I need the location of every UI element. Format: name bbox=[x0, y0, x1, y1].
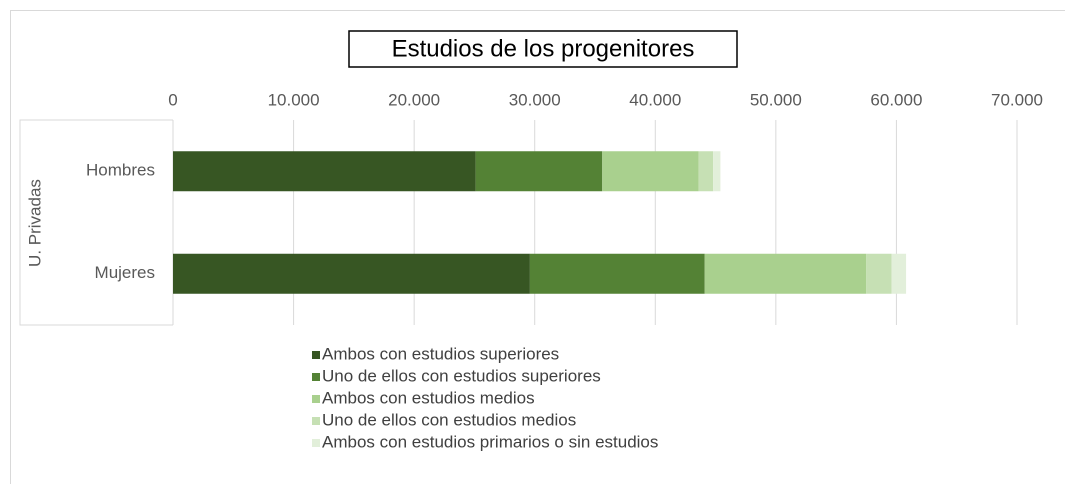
chart-title: Estudios de los progenitores bbox=[392, 35, 695, 62]
legend-swatch bbox=[312, 417, 320, 425]
bar-segment bbox=[173, 253, 530, 294]
title-box bbox=[348, 30, 738, 68]
legend-label: Uno de ellos con estudios medios bbox=[322, 410, 576, 429]
bar-segment bbox=[475, 151, 603, 192]
y-tick-label: Mujeres bbox=[95, 263, 155, 282]
x-tick-label: 30.000 bbox=[509, 90, 561, 109]
legend-swatch bbox=[312, 351, 320, 359]
legend-label: Uno de ellos con estudios superiores bbox=[322, 366, 601, 385]
x-tick-label: 70.000 bbox=[991, 90, 1043, 109]
group-label: U. Privadas bbox=[25, 179, 44, 267]
bar-segment bbox=[704, 253, 867, 294]
chart-border bbox=[10, 10, 1065, 484]
y-tick-label: Hombres bbox=[86, 161, 155, 180]
x-tick-label: 60.000 bbox=[870, 90, 922, 109]
bar-segment bbox=[866, 253, 892, 294]
bar-segment bbox=[602, 151, 699, 192]
bar-segment bbox=[173, 151, 476, 192]
legend-label: Ambos con estudios superiores bbox=[322, 344, 559, 363]
legend-swatch bbox=[312, 373, 320, 381]
bar-segment bbox=[891, 253, 907, 294]
x-tick-label: 40.000 bbox=[629, 90, 681, 109]
category-frame bbox=[19, 119, 173, 326]
x-tick-label: 50.000 bbox=[750, 90, 802, 109]
bar-segment bbox=[529, 253, 705, 294]
x-tick-label: 10.000 bbox=[268, 90, 320, 109]
legend-label: Ambos con estudios medios bbox=[322, 388, 535, 407]
bar-segment bbox=[698, 151, 714, 192]
x-tick-label: 0 bbox=[168, 90, 177, 109]
legend-swatch bbox=[312, 395, 320, 403]
bar-segment bbox=[713, 151, 721, 192]
x-tick-label: 20.000 bbox=[388, 90, 440, 109]
legend-swatch bbox=[312, 439, 320, 447]
legend-label: Ambos con estudios primarios o sin estud… bbox=[322, 432, 658, 451]
